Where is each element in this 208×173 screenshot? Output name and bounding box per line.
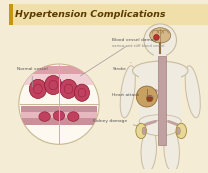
Ellipse shape	[49, 80, 58, 90]
Ellipse shape	[34, 84, 42, 94]
Ellipse shape	[139, 115, 181, 128]
Ellipse shape	[120, 66, 135, 118]
Polygon shape	[158, 56, 166, 145]
Circle shape	[19, 64, 99, 144]
Ellipse shape	[150, 28, 171, 43]
Ellipse shape	[176, 123, 187, 139]
FancyBboxPatch shape	[9, 4, 208, 169]
Ellipse shape	[60, 79, 77, 98]
Ellipse shape	[176, 127, 180, 135]
Text: Normal vessel: Normal vessel	[17, 67, 48, 87]
Ellipse shape	[142, 127, 146, 135]
FancyBboxPatch shape	[21, 112, 97, 118]
FancyBboxPatch shape	[21, 66, 97, 85]
Ellipse shape	[78, 88, 86, 97]
Ellipse shape	[141, 128, 156, 172]
Ellipse shape	[136, 86, 157, 107]
FancyBboxPatch shape	[21, 106, 97, 125]
FancyBboxPatch shape	[9, 4, 13, 25]
Ellipse shape	[132, 61, 188, 80]
FancyBboxPatch shape	[21, 74, 97, 85]
Ellipse shape	[45, 75, 62, 95]
Ellipse shape	[142, 120, 178, 136]
Text: Heart attack: Heart attack	[113, 93, 155, 97]
FancyBboxPatch shape	[139, 69, 181, 121]
Ellipse shape	[68, 112, 79, 121]
Text: Blood vessel damage: Blood vessel damage	[80, 38, 159, 76]
Ellipse shape	[53, 111, 65, 120]
FancyBboxPatch shape	[9, 4, 208, 25]
Circle shape	[154, 34, 159, 40]
FancyBboxPatch shape	[155, 53, 166, 63]
Text: narrow and stiff blood vessel: narrow and stiff blood vessel	[113, 44, 165, 48]
Text: Hypertension Complications: Hypertension Complications	[15, 10, 166, 19]
Ellipse shape	[29, 79, 47, 98]
Circle shape	[144, 24, 176, 56]
Ellipse shape	[74, 84, 89, 101]
Ellipse shape	[39, 112, 50, 121]
Circle shape	[146, 95, 153, 102]
Ellipse shape	[64, 84, 73, 94]
Ellipse shape	[164, 128, 180, 172]
Text: Kidney damage: Kidney damage	[93, 119, 138, 126]
Ellipse shape	[136, 123, 146, 139]
Text: Stroke: Stroke	[113, 62, 131, 71]
Ellipse shape	[185, 66, 200, 118]
